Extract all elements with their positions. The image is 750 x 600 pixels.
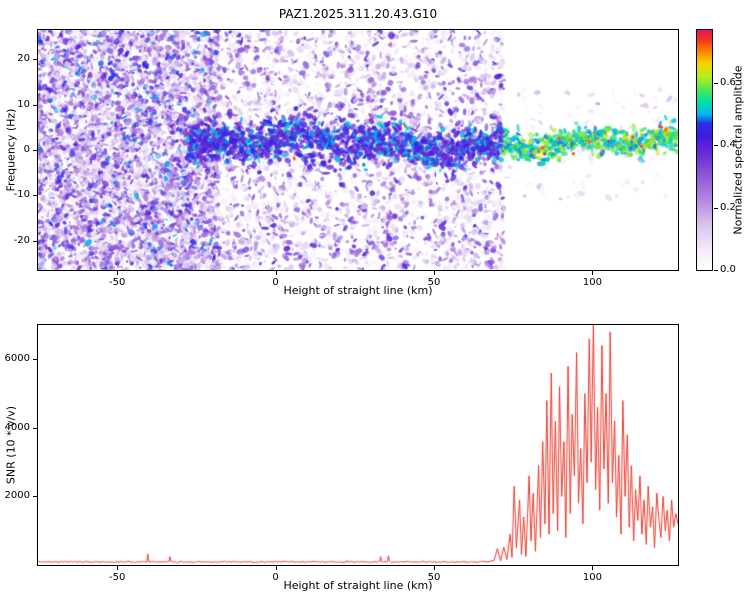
tick-label: 6000 xyxy=(4,353,30,365)
snr-x-axis-label: Height of straight line (km) xyxy=(283,579,433,592)
tick-mark xyxy=(117,271,119,275)
tick-mark xyxy=(714,270,718,271)
tick-mark xyxy=(275,566,277,570)
tick-label: 4000 xyxy=(4,421,30,433)
spectrogram-axes xyxy=(37,29,679,271)
tick-label: 50 xyxy=(427,277,441,288)
tick-mark xyxy=(592,566,594,570)
tick-label: 2000 xyxy=(4,490,30,502)
tick-mark xyxy=(33,150,37,151)
tick-label: -10 xyxy=(13,189,30,201)
tick-label: 50 xyxy=(427,572,441,583)
tick-mark xyxy=(33,240,37,242)
tick-label: 0.4 xyxy=(720,139,736,151)
snr-canvas xyxy=(38,325,678,565)
spectrogram-canvas xyxy=(38,30,678,270)
tick-label: 0.6 xyxy=(720,76,736,88)
tick-mark xyxy=(714,82,718,84)
tick-mark xyxy=(592,271,594,275)
tick-mark xyxy=(434,271,436,275)
spectrogram-x-axis-label: Height of straight line (km) xyxy=(283,284,433,297)
tick-mark xyxy=(33,104,37,106)
tick-label: -20 xyxy=(13,234,30,246)
tick-label: 0.0 xyxy=(720,264,736,275)
snr-y-axis-label: SNR (10 * v/v) xyxy=(4,405,18,485)
tick-label: 100 xyxy=(582,277,602,288)
tick-label: -50 xyxy=(109,277,126,288)
tick-mark xyxy=(714,207,718,209)
tick-mark xyxy=(33,359,37,361)
figure-title: PAZ1.2025.311.20.43.G10 xyxy=(278,7,438,21)
tick-label: 0 xyxy=(23,144,30,155)
tick-label: -50 xyxy=(109,572,126,583)
tick-label: 20 xyxy=(17,53,30,65)
tick-mark xyxy=(33,59,37,61)
tick-mark xyxy=(275,271,277,275)
tick-label: 10 xyxy=(17,98,30,110)
tick-mark xyxy=(117,566,119,570)
tick-label: 0 xyxy=(272,572,279,583)
snr-axes xyxy=(37,324,679,566)
tick-label: 0 xyxy=(272,277,279,288)
tick-mark xyxy=(33,195,37,197)
tick-mark xyxy=(434,566,436,570)
colorbar xyxy=(696,29,713,271)
tick-label: 0.2 xyxy=(720,201,736,213)
tick-mark xyxy=(33,496,37,498)
tick-label: 100 xyxy=(582,572,602,583)
tick-mark xyxy=(714,145,718,147)
tick-mark xyxy=(33,427,37,429)
